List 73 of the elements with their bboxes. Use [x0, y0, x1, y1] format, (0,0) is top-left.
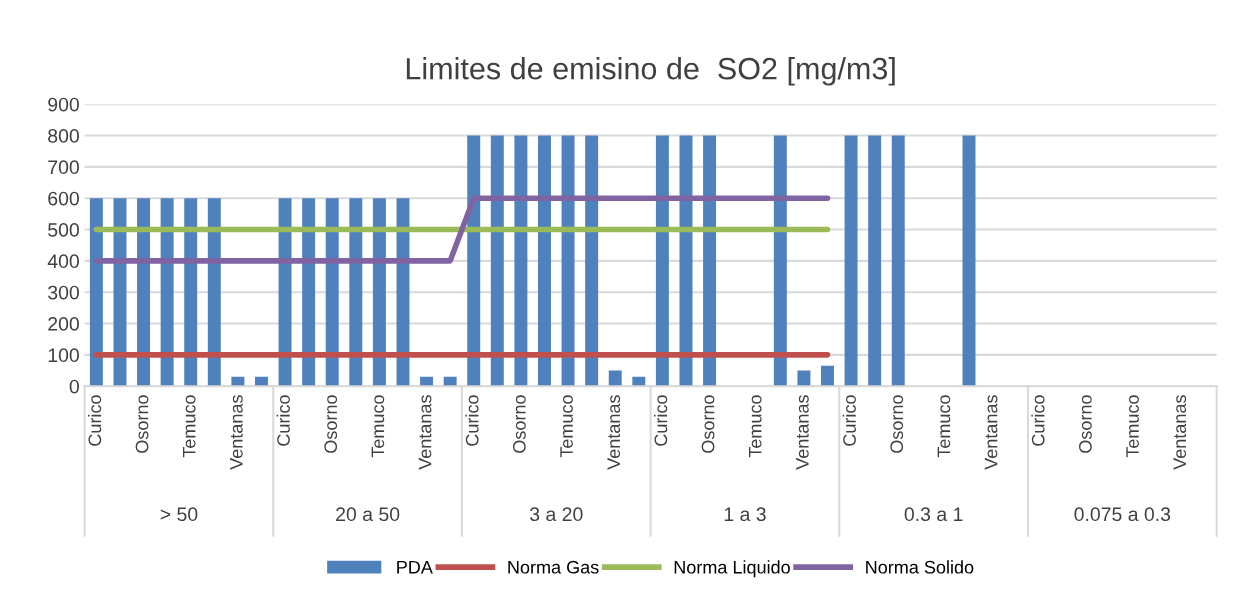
y-tick-label: 500: [48, 223, 79, 237]
bar: [891, 135, 905, 387]
y-tick-label: 200: [48, 317, 79, 331]
bar: [278, 198, 292, 387]
x-tick-label: Osorno: [135, 395, 149, 453]
x-tick-label: Osorno: [890, 395, 904, 453]
x-tick-label: Curico: [465, 395, 479, 446]
bar: [396, 198, 410, 387]
bar: [797, 370, 811, 387]
legend-label: Norma Liquido: [674, 560, 790, 578]
text: 20 a 50: [336, 507, 400, 522]
bar: [514, 135, 528, 387]
text: 0.075 a 0.3: [1074, 507, 1171, 522]
x-tick-label: Curico: [87, 395, 102, 446]
x-tick-label: Osorno: [324, 395, 338, 453]
bar: [113, 198, 127, 387]
y-tick-label: 600: [48, 191, 79, 206]
bar: [184, 198, 198, 387]
x-tick-label: Temuco: [560, 395, 573, 458]
legend-label: Norma Gas: [508, 560, 599, 574]
text: > 50: [160, 507, 198, 522]
y-tick-label: 300: [48, 285, 79, 300]
x-tick-label: Curico: [1031, 395, 1045, 446]
legend-label: PDA: [397, 561, 433, 574]
x-tick-label: Temuco: [1126, 395, 1139, 458]
bar: [302, 198, 316, 387]
bar: [207, 198, 221, 387]
y-tick-label: 100: [48, 348, 79, 363]
text: 3 a 20: [529, 507, 583, 522]
y-tick-label: 900: [48, 97, 79, 112]
bar: [561, 135, 575, 387]
bar: [821, 365, 834, 387]
bar: [608, 370, 622, 387]
x-tick-label: Osorno: [1078, 395, 1092, 453]
bar: [773, 135, 787, 387]
x-tick-label: Ventanas: [607, 395, 621, 470]
x-tick-label: Temuco: [182, 395, 196, 458]
bar: [703, 135, 717, 387]
x-tick-label: Curico: [653, 395, 668, 446]
bar: [160, 198, 174, 387]
bar: [490, 135, 504, 387]
x-tick-label: Temuco: [937, 395, 951, 458]
x-tick-label: Ventanas: [984, 395, 998, 470]
x-tick-label: Temuco: [748, 395, 762, 458]
x-tick-label: Ventanas: [418, 395, 432, 470]
x-tick-label: Temuco: [371, 395, 385, 458]
legend-label: Norma Solido: [866, 560, 974, 574]
text: 0.3 a 1: [904, 507, 963, 522]
chart-title: Limites de emisino de SO2 [mg/m3]: [406, 57, 895, 86]
bar: [538, 135, 551, 387]
x-tick-label: Ventanas: [1173, 395, 1187, 470]
bar: [655, 135, 669, 387]
y-tick-label: 700: [48, 160, 79, 175]
bar: [868, 135, 882, 387]
x-tick-label: Ventanas: [230, 395, 243, 470]
bar: [325, 198, 339, 387]
x-tick-label: Curico: [842, 395, 856, 446]
y-tick-label: 400: [47, 254, 79, 269]
bar: [962, 135, 976, 387]
y-tick-label: 800: [48, 129, 79, 143]
x-tick-label: Ventanas: [796, 395, 809, 470]
bar: [467, 135, 481, 387]
bar: [844, 135, 858, 387]
x-tick-label: Curico: [276, 395, 290, 446]
bar: [137, 198, 151, 387]
bar: [372, 198, 386, 387]
x-tick-label: Osorno: [512, 395, 526, 453]
x-tick-label: Osorno: [701, 395, 715, 453]
bar: [349, 198, 363, 387]
text: 1 a 3: [724, 507, 766, 522]
y-tick-label: 0: [69, 379, 79, 394]
bar: [585, 135, 599, 387]
bar: [89, 198, 103, 387]
